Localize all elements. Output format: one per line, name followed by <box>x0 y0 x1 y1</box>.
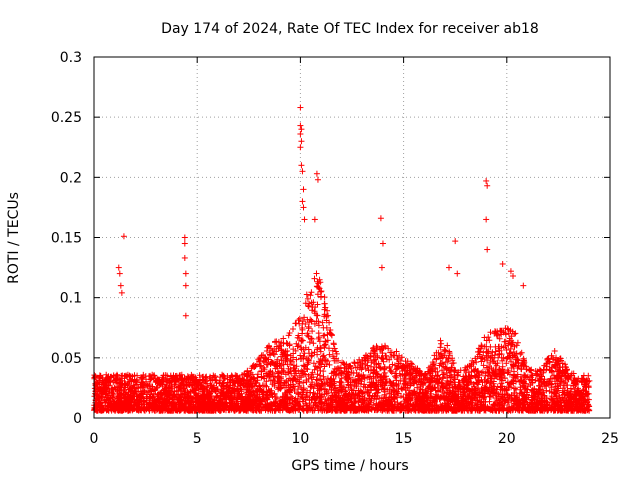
data-point <box>313 170 320 177</box>
data-point <box>483 216 490 223</box>
data-point <box>377 215 384 222</box>
x-tick-label: 5 <box>193 431 202 447</box>
data-point <box>299 198 306 205</box>
x-tick-label: 15 <box>395 431 413 447</box>
data-point <box>509 273 516 280</box>
data-point <box>120 233 127 240</box>
axis-ticks <box>93 56 611 419</box>
y-tick-label: 0.25 <box>51 110 82 126</box>
data-point <box>298 138 305 145</box>
data-point <box>181 234 188 241</box>
data-point <box>454 270 461 277</box>
data-point <box>117 282 124 289</box>
data-point <box>299 168 306 175</box>
data-point <box>181 240 188 247</box>
data-points <box>91 104 593 414</box>
data-point <box>300 186 307 193</box>
data-point <box>484 182 491 189</box>
data-point <box>520 282 527 289</box>
data-point <box>297 122 304 129</box>
y-tick-label: 0.15 <box>51 231 82 247</box>
y-tick-label: 0.05 <box>51 351 82 367</box>
data-point <box>182 270 189 277</box>
data-point <box>378 264 385 271</box>
y-tick-label: 0.2 <box>60 170 82 186</box>
data-point <box>182 282 189 289</box>
data-point <box>483 177 490 184</box>
data-point <box>507 268 514 275</box>
data-point <box>379 240 386 247</box>
data-point <box>118 289 125 296</box>
data-point <box>115 264 122 271</box>
data-point <box>116 270 123 277</box>
y-axis-title: ROTI / TECUs <box>6 192 22 284</box>
data-point <box>484 246 491 253</box>
data-point <box>446 264 453 271</box>
data-point <box>301 216 308 223</box>
x-tick-label: 0 <box>90 431 99 447</box>
data-point <box>181 254 188 261</box>
data-point <box>314 176 321 183</box>
y-tick-label: 0 <box>73 411 82 427</box>
chart-title: Day 174 of 2024, Rate Of TEC Index for r… <box>161 21 539 37</box>
data-point <box>297 104 304 111</box>
data-point <box>452 238 459 245</box>
x-axis-title: GPS time / hours <box>291 458 408 474</box>
data-point <box>499 260 506 267</box>
data-point <box>298 126 305 133</box>
data-point <box>300 204 307 211</box>
y-tick-label: 0.3 <box>60 50 82 66</box>
tick-labels: 0 0.05 0.1 0.15 0.2 0.25 0.3 0 5 10 15 20 25 <box>51 50 619 447</box>
x-tick-label: 25 <box>601 431 619 447</box>
data-point <box>311 216 318 223</box>
data-point <box>297 144 304 151</box>
data-point <box>91 270 593 414</box>
data-point-cloud <box>91 270 593 414</box>
x-tick-label: 20 <box>498 431 516 447</box>
data-point <box>182 312 189 319</box>
data-point <box>298 162 305 169</box>
x-tick-label: 10 <box>291 431 309 447</box>
data-point <box>297 131 304 138</box>
y-tick-label: 0.1 <box>60 291 82 307</box>
